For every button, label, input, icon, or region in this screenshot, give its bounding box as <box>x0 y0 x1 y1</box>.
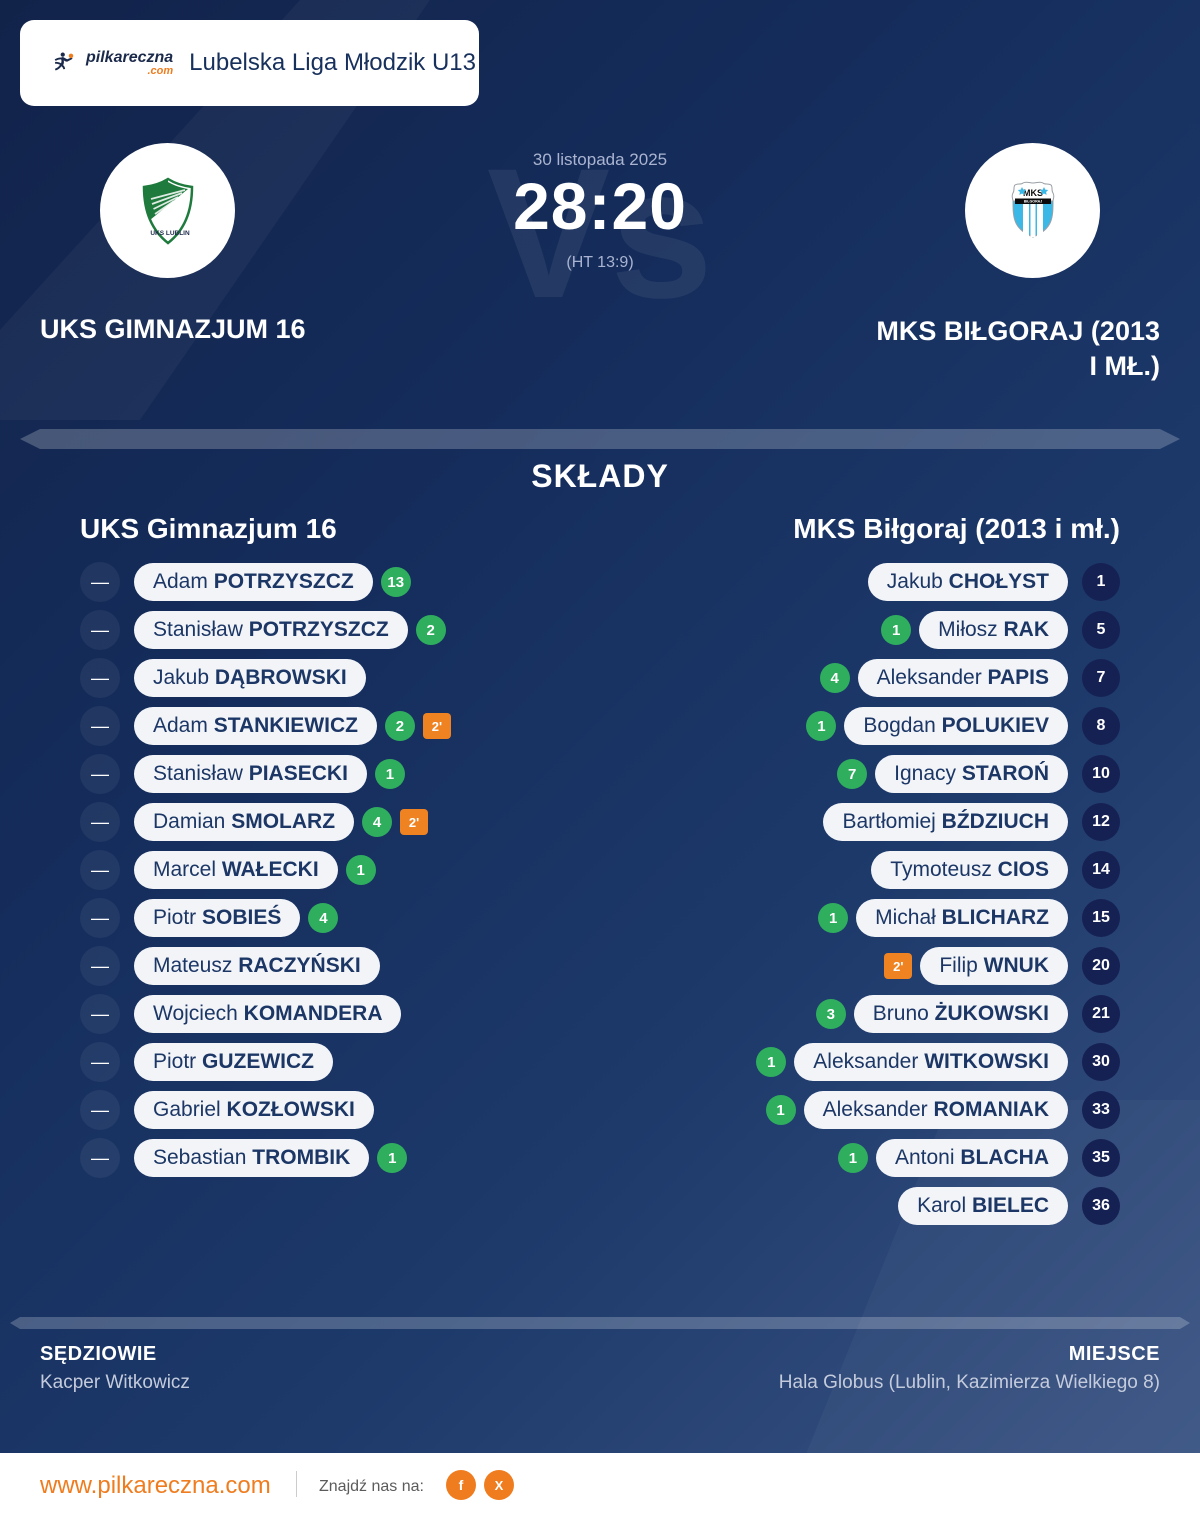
svg-text:X: X <box>495 1478 504 1493</box>
svg-text:f: f <box>459 1477 464 1493</box>
